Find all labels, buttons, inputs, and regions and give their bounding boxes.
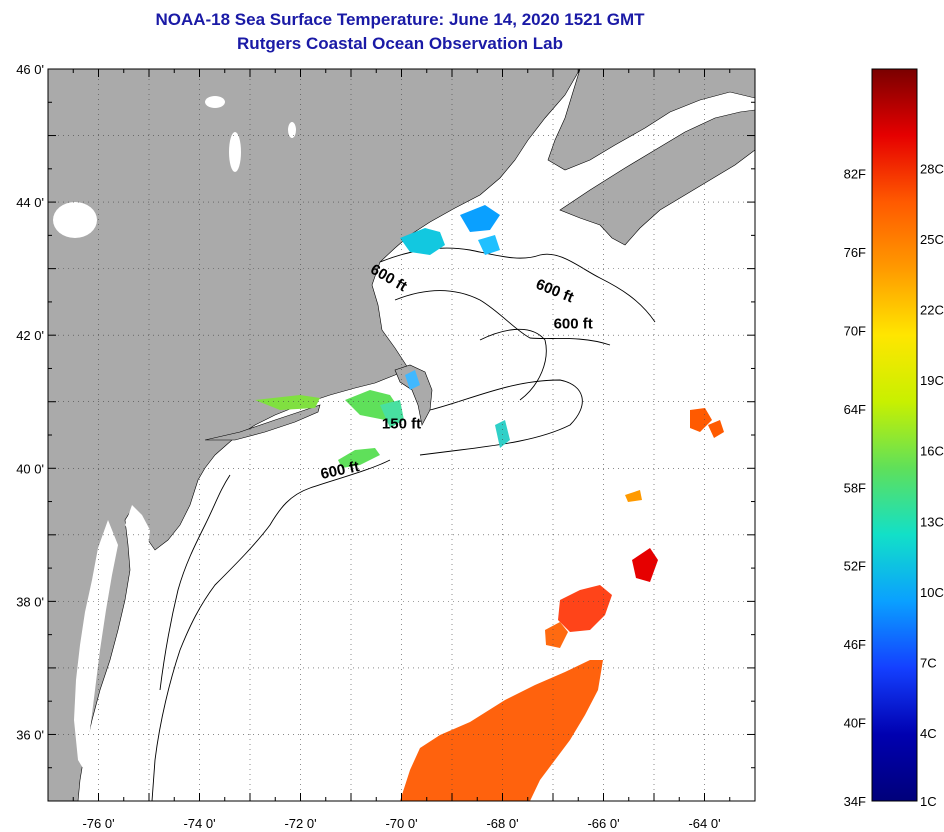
sst-patch-gom-3 [478, 235, 500, 255]
lon-tick-label: -72 0' [284, 816, 316, 831]
sst-patch-li [255, 395, 320, 410]
colorbar-f-label: 64F [844, 402, 866, 417]
colorbar-c-label: 7C [920, 655, 937, 670]
sst-patch-gom-2 [460, 205, 500, 232]
lon-tick-label: -68 0' [486, 816, 518, 831]
colorbar-labels: 82F 76F 70F 64F 58F 52F 46F 40F 34F 28C 25C 22C 19C 1… [844, 161, 944, 809]
sst-patch-shelf [338, 448, 380, 468]
land-cape-cod [394, 364, 433, 426]
lat-tick-label: 46 0' [16, 62, 44, 77]
colorbar-f-label: 46F [844, 637, 866, 652]
sst-patch-warm-1 [545, 622, 568, 648]
depth-contours [151, 247, 656, 801]
colorbar-c-label: 19C [920, 373, 944, 388]
colorbar-c-label: 28C [920, 161, 944, 176]
colorbar-f-label: 34F [844, 794, 866, 809]
lon-tick-label: -74 0' [183, 816, 215, 831]
sst-patch-gom-1 [400, 228, 445, 255]
colorbar-f-label: 82F [844, 167, 866, 182]
lake [229, 132, 241, 172]
land-nova-scotia [559, 109, 755, 246]
sst-patch-warm-2 [632, 548, 658, 582]
delaware-bay [125, 505, 150, 548]
sst-patch-gulf-stream-core [558, 585, 612, 632]
lon-tick-label: -70 0' [385, 816, 417, 831]
lake [53, 202, 97, 238]
contour-label: 600 ft [554, 316, 593, 333]
colorbar-c-label: 16C [920, 444, 944, 459]
lake [205, 96, 225, 108]
sst-patch-cape-2 [380, 400, 404, 428]
colorbar [871, 68, 918, 802]
land-canada [547, 69, 755, 171]
colorbar-c-label: 4C [920, 726, 937, 741]
colorbar-c-label: 1C [920, 794, 937, 809]
lon-tick-label: -76 0' [82, 816, 114, 831]
chesapeake-bay [74, 520, 118, 770]
lat-tick-label: 36 0' [16, 727, 44, 742]
colorbar-c-label: 22C [920, 303, 944, 318]
lake [288, 122, 296, 138]
lon-tick-label: -66 0' [587, 816, 619, 831]
sst-patch-warm-4 [708, 420, 724, 438]
land-us-mainland [48, 69, 581, 801]
lat-tick-label: 40 0' [16, 461, 44, 476]
colorbar-f-label: 58F [844, 480, 866, 495]
colorbar-f-label: 70F [844, 323, 866, 338]
sst-patches [255, 205, 724, 801]
lat-tick-label: 44 0' [16, 195, 44, 210]
sst-patch-warm-3 [690, 408, 712, 432]
graticule [48, 69, 755, 801]
sst-patch-gulf-stream [400, 660, 603, 801]
sst-patch-warm-5 [625, 490, 642, 502]
colorbar-c-label: 10C [920, 585, 944, 600]
colorbar-f-label: 52F [844, 559, 866, 574]
colorbar-c-label: 13C [920, 514, 944, 529]
axis-ticks: -76 0' -74 0' -72 0' -70 0' -68 0' -66 0' -64 … [16, 62, 756, 831]
lat-tick-label: 42 0' [16, 328, 44, 343]
colorbar-f-label: 76F [844, 245, 866, 260]
lat-tick-label: 38 0' [16, 594, 44, 609]
map-title: NOAA-18 Sea Surface Temperature: June 14… [155, 10, 645, 29]
colorbar-f-label: 40F [844, 716, 866, 731]
lon-tick-label: -64 0' [688, 816, 720, 831]
colorbar-c-label: 25C [920, 232, 944, 247]
sst-patch-nantucket [405, 370, 420, 390]
land-long-island [204, 404, 321, 441]
contour-label: 150 ft [382, 415, 421, 432]
map-subtitle: Rutgers Coastal Ocean Observation Lab [237, 34, 563, 53]
